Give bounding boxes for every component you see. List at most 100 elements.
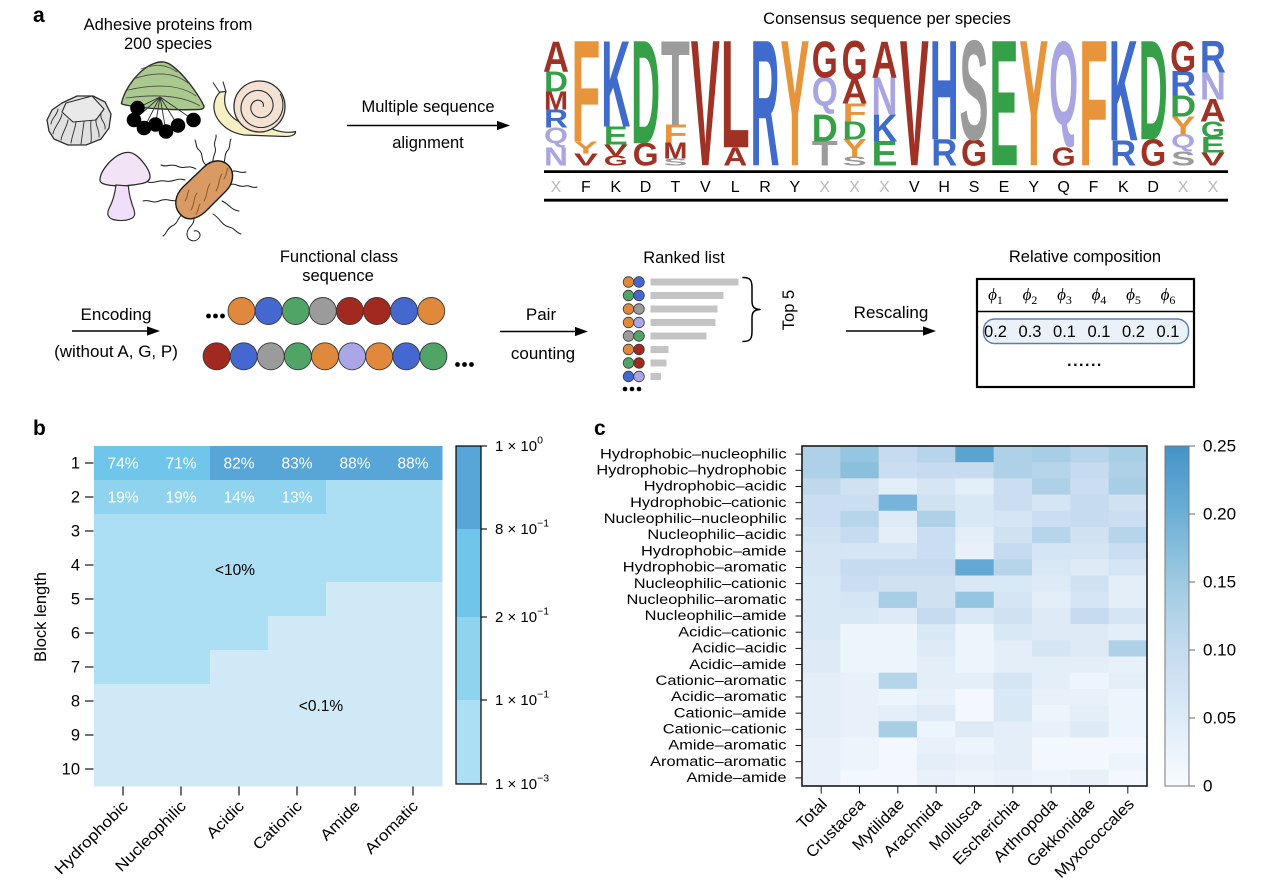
svg-text:A: A [872,30,898,88]
svg-text:Acidic–amide: Acidic–amide [689,657,786,673]
svg-text:Q: Q [1057,179,1069,196]
svg-text:5: 5 [71,591,80,609]
svg-text:Y: Y [1028,179,1039,196]
svg-text:M: M [663,137,687,163]
svg-text:E: E [872,134,898,173]
svg-text:F: F [581,179,591,196]
svg-text:A: A [1200,92,1226,128]
svg-text:M: M [544,86,568,115]
svg-text:A: A [543,32,569,81]
svg-text:N: N [1200,65,1226,109]
svg-text:S: S [960,11,989,170]
svg-text:6: 6 [71,625,80,643]
svg-text:F: F [571,10,600,172]
svg-text:X: X [551,179,562,196]
svg-text:G: G [1170,32,1196,81]
svg-text:Hydrophobic–cationic: Hydrophobic–cationic [630,495,787,511]
svg-text:V: V [900,2,929,204]
svg-text:D: D [1139,11,1168,170]
svg-text:7: 7 [71,659,80,677]
svg-text:R: R [751,2,780,204]
svg-text:K: K [1109,11,1138,172]
svg-text:K: K [1118,179,1129,196]
svg-text:L: L [731,179,740,196]
svg-text:K: K [601,16,630,153]
svg-text:Nucleophilic–amide: Nucleophilic–amide [645,608,787,624]
svg-text:83%: 83% [281,456,312,473]
svg-text:a: a [33,4,45,27]
svg-text:200 species: 200 species [124,35,212,53]
svg-text:0.05: 0.05 [1203,709,1236,728]
svg-text:Acidic–acidic: Acidic–acidic [692,641,787,657]
svg-text:Rescaling: Rescaling [854,303,929,322]
svg-text:D: D [544,66,568,98]
svg-text:T: T [671,179,681,196]
svg-text:0.10: 0.10 [1203,641,1236,660]
svg-text:Pair: Pair [526,305,557,324]
svg-text:G: G [1052,142,1076,171]
svg-text:G: G [604,153,628,169]
svg-text:V: V [691,2,720,204]
svg-text:14%: 14% [223,490,254,507]
svg-text:X: X [879,179,890,196]
svg-text:Nucleophilic–cationic: Nucleophilic–cationic [634,576,787,592]
svg-text:Q: Q [812,68,838,115]
svg-text:Q: Q [544,123,568,148]
svg-text:13%: 13% [281,490,312,507]
svg-text:R: R [1170,64,1196,103]
svg-text:A: A [723,142,747,171]
svg-text:X: X [849,179,860,196]
svg-text:E: E [989,2,1018,204]
svg-text:G: G [961,132,987,174]
svg-text:K: K [610,179,621,196]
svg-text:Cationic–amide: Cationic–amide [674,705,787,721]
svg-text:N: N [544,142,568,171]
svg-text:Hydrophobic–hydrophobic: Hydrophobic–hydrophobic [596,463,787,479]
svg-text:10: 10 [62,761,80,779]
svg-text:<0.1%: <0.1% [299,698,344,715]
svg-text:E: E [604,121,628,150]
svg-text:R: R [759,179,771,196]
svg-text:1: 1 [71,455,80,473]
svg-text:F: F [843,98,867,127]
svg-text:Amide–aromatic: Amide–aromatic [668,738,787,754]
svg-text:4: 4 [71,557,80,575]
svg-text:Hydrophobic–amide: Hydrophobic–amide [641,543,787,559]
svg-text:T: T [812,134,838,173]
svg-text:Y: Y [574,137,598,157]
svg-text:Top 5: Top 5 [780,290,798,330]
svg-text:Ranked list: Ranked list [643,249,725,267]
svg-text:......: ...... [1067,353,1103,370]
svg-text:0: 0 [1203,777,1212,796]
svg-text:T: T [661,17,690,151]
svg-text:0.2: 0.2 [984,323,1007,341]
svg-text:ϕ3: ϕ3 [1057,285,1072,307]
svg-text:V: V [909,179,920,196]
svg-text:sequence: sequence [302,267,374,285]
svg-text:E: E [999,179,1010,196]
svg-text:G: G [1140,132,1166,174]
svg-text:2: 2 [71,489,80,507]
svg-text:Y: Y [780,2,809,204]
svg-text:H: H [930,11,959,170]
svg-text:Y: Y [1171,111,1195,140]
svg-text:Aromatic–aromatic: Aromatic–aromatic [650,754,787,770]
svg-text:2 × 10−1: 2 × 10−1 [495,606,549,627]
svg-text:Nucleophilic–aromatic: Nucleophilic–aromatic [626,592,786,608]
svg-text:R: R [544,104,568,133]
svg-text:71%: 71% [165,456,196,473]
svg-text:ϕ2: ϕ2 [1023,285,1038,307]
svg-text:b: b [33,417,46,440]
svg-text:Cationic: Cationic [250,798,306,854]
svg-text:0.2: 0.2 [1122,323,1145,341]
svg-text:G: G [633,136,659,172]
svg-text:N: N [872,67,898,127]
svg-text:X: X [819,179,830,196]
svg-text:F: F [663,119,687,148]
svg-text:Functional class: Functional class [280,248,398,266]
svg-text:H: H [938,179,950,196]
svg-text:D: D [1147,179,1159,196]
svg-text:1 × 10−3: 1 × 10−3 [495,773,549,794]
svg-text:Nucleophilic–acidic: Nucleophilic–acidic [647,527,787,543]
svg-text:V: V [574,149,598,169]
